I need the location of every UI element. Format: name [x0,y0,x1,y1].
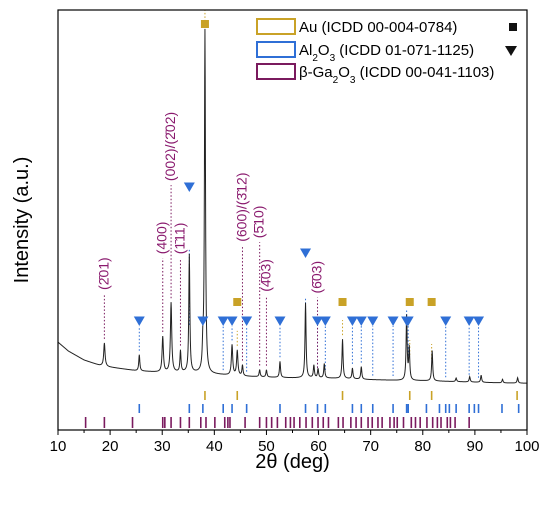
ga2o3-plane-label: (2̄01) [95,257,111,290]
al2o3-triangle-marker [355,316,367,326]
au-square-marker [233,298,242,306]
ga2o3-plane-label: (1̄11) [171,223,187,255]
al2o3-peak-markers [133,182,485,326]
al2o3-triangle-marker [217,316,229,326]
x-tick-label: 80 [414,438,431,455]
al2o3-triangle-marker [319,316,331,326]
ga2o3-plane-label: (4̄03) [257,259,273,292]
x-tick-label: 60 [310,438,327,455]
x-tick-label: 40 [206,438,223,455]
xrd-spectrum-line [57,28,528,384]
x-tick-label: 100 [514,438,539,455]
ga2o3-plane-label: (600)/(3̄12) [233,173,249,242]
x-tick-label: 30 [154,438,171,455]
legend-swatch [256,41,296,58]
al2o3-triangle-marker [133,316,145,326]
al2o3-triangle-marker [463,316,475,326]
legend-swatch [256,63,296,80]
al2o3-triangle-marker [274,316,286,326]
reference-sticks [84,391,520,428]
au-square-marker [338,298,347,306]
al2o3-triangle-marker [226,316,238,326]
al2o3-triangle-marker [346,316,358,326]
x-tick-label: 20 [102,438,119,455]
al2o3-triangle-marker [197,316,209,326]
x-tick-label: 90 [467,438,484,455]
au-peak-markers [200,20,436,306]
ga2o3-plane-label: (400) [154,222,170,255]
al2o3-triangle-marker [440,316,452,326]
al2o3-triangle-marker [367,316,379,326]
legend-swatch [256,18,296,35]
ga2o3-plane-label: (002)/(2̄02) [162,112,178,181]
al2o3-triangle-marker [241,316,253,326]
legend-square-marker [509,23,517,31]
ga2o3-plane-label: (6̄03) [309,261,325,294]
au-square-marker [427,298,436,306]
al2o3-triangle-marker [402,316,414,326]
au-square-marker [200,20,209,28]
al2o3-triangle-marker [473,316,485,326]
al2o3-triangle-marker [183,182,195,192]
al2o3-triangle-marker [387,316,399,326]
legend-triangle-marker [505,46,517,56]
legend-label: Au (ICDD 00-004-0784) [299,19,457,36]
legend-label: β-Ga2O3 (ICDD 00-041-1103) [299,64,494,86]
legend: Au (ICDD 00-004-0784) Al2O3 (ICDD 01-071-… [256,18,517,86]
x-tick-label: 50 [258,438,275,455]
ga2o3-annotations: (2̄01) (400) (002)/(2̄02) (1̄11) (600)/(3̄12… [95,112,324,294]
ga2o3-plane-label: (5̄10) [251,206,267,239]
x-axis-title: 2θ (deg) [255,451,330,473]
al2o3-triangle-marker [300,248,312,258]
x-tick-label: 10 [50,438,67,455]
x-tick-label: 70 [362,438,379,455]
y-axis-title: Intensity (a.u.) [11,157,33,284]
au-square-marker [405,298,414,306]
x-axis: 10 20 30 40 50 60 70 80 90 100 [50,430,540,455]
al2o3-triangle-marker [312,316,324,326]
legend-label: Al2O3 (ICDD 01-071-1125) [299,42,474,64]
